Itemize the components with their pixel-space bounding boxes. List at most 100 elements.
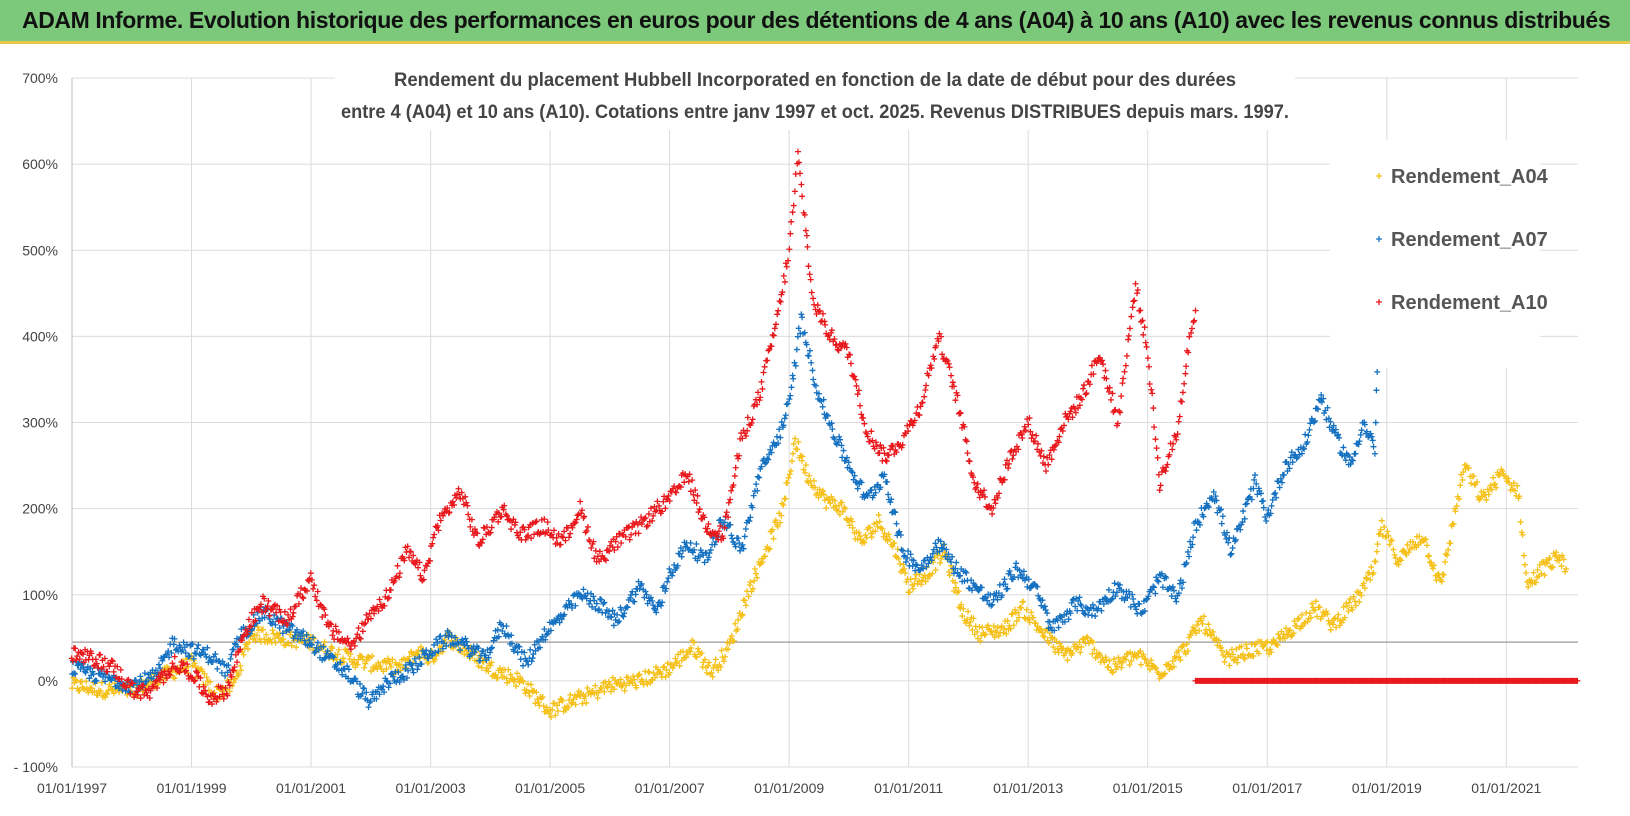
data-point [1186,553,1193,560]
data-point [704,556,711,563]
data-point [574,691,581,698]
data-point [971,479,978,486]
data-point [647,594,654,601]
data-point [1007,448,1014,455]
header-bar: ADAM Informe. Evolution historique des p… [0,0,1630,44]
data-point [769,526,776,533]
data-point [142,678,149,685]
data-point [475,663,482,670]
data-point [741,533,748,540]
data-point [824,412,831,419]
data-point [751,577,758,584]
data-point [662,505,669,512]
data-point [1157,482,1164,489]
data-point [612,676,619,683]
data-point [1227,551,1234,558]
data-point [471,649,478,656]
data-point [1488,486,1495,493]
data-point [1302,431,1309,438]
data-point [1154,454,1161,461]
data-point [69,657,76,664]
data-point [1250,485,1257,492]
data-point [596,606,603,613]
data-point [1174,431,1181,438]
data-point [1170,663,1177,670]
data-point [736,547,743,554]
data-point [1505,475,1512,482]
data-point [618,606,625,613]
data-point [72,645,79,652]
data-point [588,544,595,551]
data-point [1186,333,1193,340]
data-point [220,695,227,702]
data-point [399,673,406,680]
data-point [461,641,468,648]
data-point [982,631,989,638]
data-point [559,697,566,704]
data-point [1131,297,1138,304]
data-point [320,643,327,650]
data-point [747,514,754,521]
data-point [1301,445,1308,452]
data-point [1225,539,1232,546]
data-point [845,459,852,466]
data-point [137,695,144,702]
data-point [359,690,366,697]
data-point [876,449,883,456]
data-point [1340,444,1347,451]
data-point [1109,390,1116,397]
data-point [1026,415,1033,422]
data-point [963,438,970,445]
data-point [270,605,277,612]
data-point [964,616,971,623]
data-point [1519,531,1526,538]
data-point [1015,614,1022,621]
data-point [743,433,750,440]
data-point [814,302,821,309]
data-point [359,656,366,663]
data-point [970,615,977,622]
data-point [909,563,916,570]
data-point [1450,521,1457,528]
data-point [414,650,421,657]
data-point [446,509,453,516]
data-point [237,646,244,653]
data-point [424,659,431,666]
data-point [357,635,364,642]
data-point [611,610,618,617]
data-point [1349,606,1356,613]
data-point [815,308,822,315]
data-point [76,655,83,662]
data-point [654,603,661,610]
data-point [1343,603,1350,610]
data-point [1053,638,1060,645]
data-point [1183,363,1190,370]
data-point [788,384,795,391]
x-tick-label: 01/01/2019 [1352,780,1422,796]
data-point [672,655,679,662]
data-point [183,667,190,674]
data-point [596,548,603,555]
data-point [977,638,984,645]
data-point [958,601,965,608]
data-point [607,688,614,695]
data-point [801,329,808,336]
data-point [691,546,698,553]
data-point [1042,468,1049,475]
data-point [1528,577,1535,584]
data-point [1553,549,1560,556]
data-point [735,616,742,623]
data-point [1264,638,1271,645]
data-point [968,577,975,584]
data-point [1055,649,1062,656]
data-point [608,614,615,621]
data-point [517,674,524,681]
data-point [1216,507,1223,514]
data-point [613,533,620,540]
data-point [1139,317,1146,324]
data-point [1031,438,1038,445]
data-point [1177,657,1184,664]
data-point [917,403,924,410]
title-background [335,58,1295,130]
data-point [339,671,346,678]
